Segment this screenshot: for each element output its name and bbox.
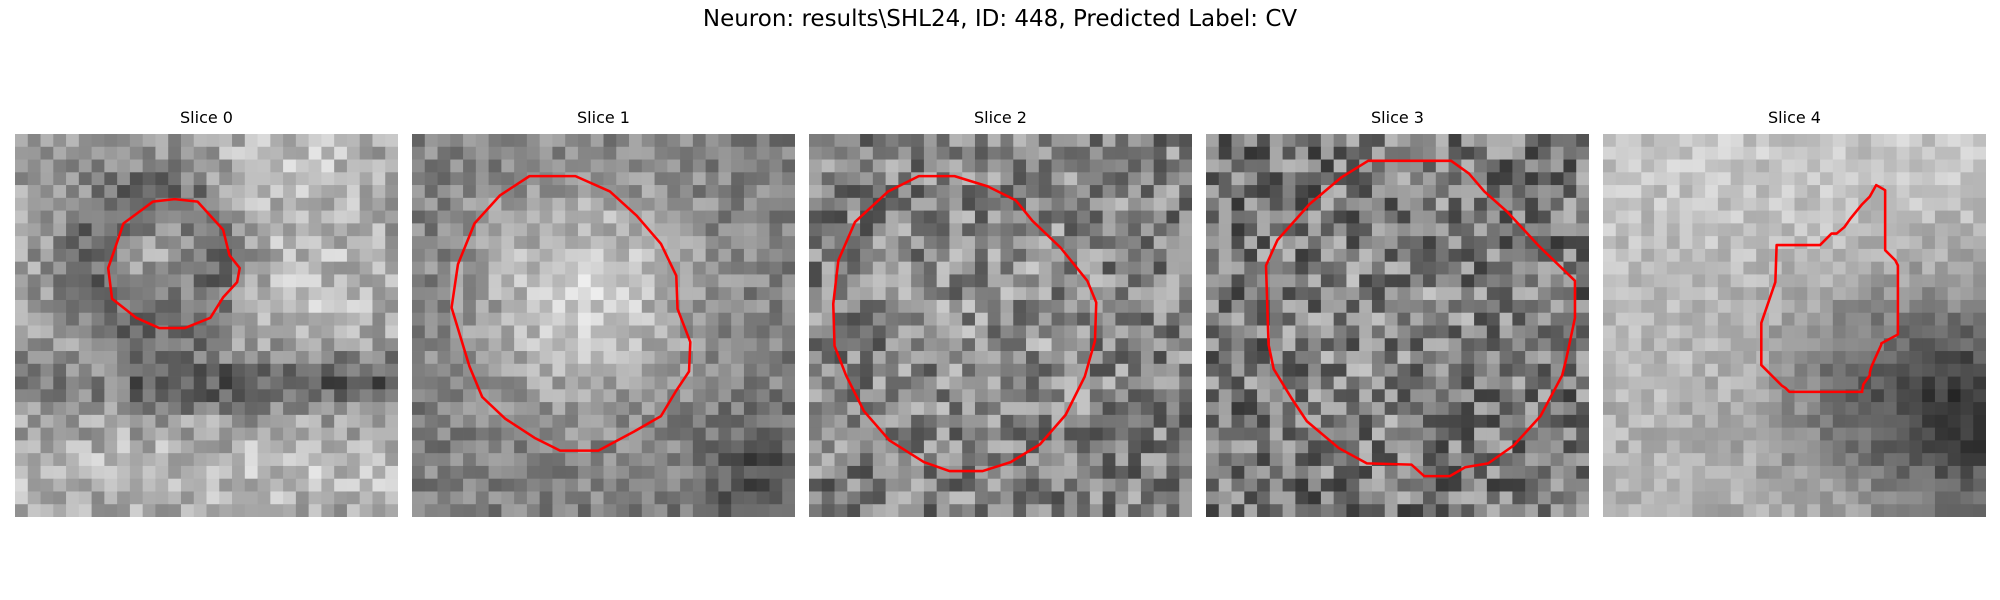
- segmentation-contour: [831, 174, 1098, 473]
- pixel-grid: [15, 134, 398, 517]
- slice-panel-2: Slice 2: [809, 108, 1192, 526]
- slice-title: Slice 4: [1768, 108, 1821, 127]
- segmentation-contour: [106, 197, 241, 330]
- slice-panel-4: Slice 4: [1603, 108, 1986, 526]
- pixel-grid: [1206, 134, 1589, 517]
- slice-title: Slice 2: [974, 108, 1027, 127]
- slice-image: [1603, 134, 1986, 517]
- slice-title: Slice 0: [180, 108, 233, 127]
- figure-title: Neuron: results\SHL24, ID: 448, Predicte…: [702, 6, 1298, 32]
- slice-panel-1: Slice 1: [412, 108, 795, 526]
- slice-image: [412, 134, 795, 517]
- pixel-grid: [1603, 134, 1986, 517]
- slice-image: [809, 134, 1192, 517]
- slice-panel-3: Slice 3: [1206, 108, 1589, 526]
- segmentation-contour: [1264, 159, 1577, 478]
- segmentation-contour: [450, 174, 692, 452]
- pixel-grid: [809, 134, 1192, 517]
- slice-title: Slice 1: [577, 108, 630, 127]
- slice-image: [1206, 134, 1589, 517]
- segmentation-contour: [1760, 183, 1900, 394]
- slice-title: Slice 3: [1371, 108, 1424, 127]
- slice-panel-0: Slice 0: [15, 108, 398, 526]
- slice-image: [15, 134, 398, 517]
- pixel-grid: [412, 134, 795, 517]
